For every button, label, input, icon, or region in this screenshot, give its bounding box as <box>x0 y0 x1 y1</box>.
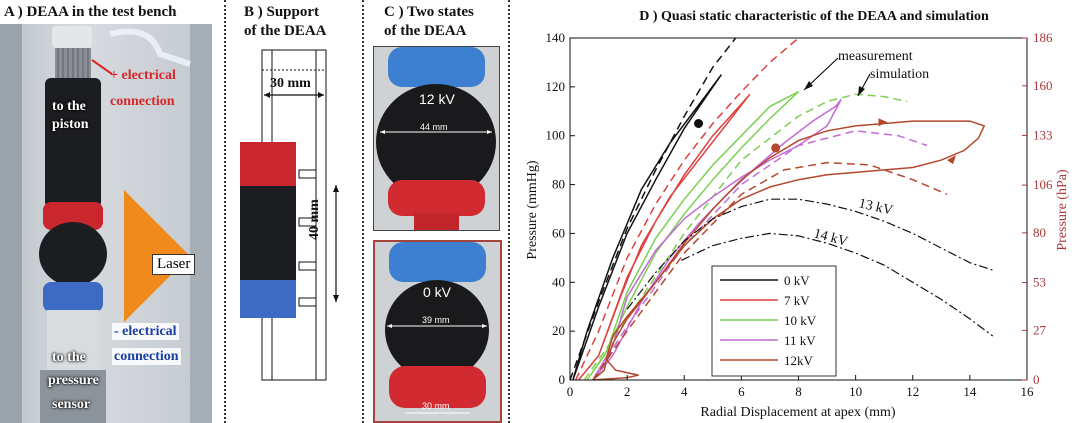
series-0kv-simulation <box>569 37 737 381</box>
kv14-annotation: 14 kV <box>812 226 849 249</box>
support-width-label: 30 mm <box>270 76 311 91</box>
measurement-annotation: measurement <box>838 49 913 64</box>
chart-legend: 0 kV 7 kV 10 kV 11 kV 12kV <box>711 265 837 377</box>
deaa-12kv-photo <box>373 46 500 231</box>
data-point <box>694 119 704 128</box>
x-tick-label: 16 <box>1021 384 1035 399</box>
y-right-tick-label: 160 <box>1033 78 1053 93</box>
deaa-0kv-photo <box>373 240 502 423</box>
y-tick-label: 40 <box>552 274 565 289</box>
y-tick-label: 0 <box>559 372 566 387</box>
y-right-tick-label: 27 <box>1033 322 1047 337</box>
series-12kv-measurement <box>592 120 986 381</box>
laser-label: Laser <box>152 254 196 275</box>
series-12kv-simulation <box>592 161 948 381</box>
sensor-label: sensor <box>52 397 91 412</box>
series-7kv-simulation <box>575 37 799 381</box>
panel-b-title-1: B ) Support <box>244 4 320 20</box>
y-right-tick-label: 186 <box>1033 30 1053 45</box>
test-bench-illustration <box>0 24 212 423</box>
legend-label: 11 kV <box>784 333 816 348</box>
x-axis-label: Radial Displacement at apex (mm) <box>700 405 895 420</box>
separator-a-b <box>224 0 226 423</box>
y-axis-right-label: Pressure (hPa) <box>1055 169 1070 251</box>
x-tick-label: 0 <box>567 384 574 399</box>
series-10kv-measurement <box>586 91 800 381</box>
legend-label: 12kV <box>784 353 814 368</box>
series-11kv-simulation <box>592 130 928 381</box>
y-tick-label: 120 <box>546 79 566 94</box>
x-tick-label: 14 <box>963 384 977 399</box>
panel-c-title-1: C ) Two states <box>384 4 474 20</box>
series-7kv-measurement <box>578 93 751 381</box>
top-diameter-label: 44 mm <box>420 122 448 132</box>
support-height-label: 40 mm <box>307 199 322 240</box>
series-14kv-static <box>681 232 994 337</box>
y-right-tick-label: 133 <box>1033 127 1053 142</box>
y-tick-label: 60 <box>552 225 565 240</box>
bottom-base-label: 30 mm <box>422 401 450 411</box>
y-tick-label: 80 <box>552 177 565 192</box>
y-tick-label: 20 <box>552 323 565 338</box>
plus-connection-label: connection <box>110 94 175 109</box>
measurement-arrow-head <box>804 81 813 90</box>
x-tick-label: 4 <box>681 384 688 399</box>
series-0kv-measurement <box>572 74 723 381</box>
to-the-pressure-label-1: to the <box>52 350 86 365</box>
legend-label: 0 kV <box>784 273 810 288</box>
chart-title: D ) Quasi static characteristic of the D… <box>639 9 989 24</box>
y-right-tick-label: 106 <box>1033 177 1053 192</box>
y-right-tick-label: 53 <box>1033 275 1046 290</box>
legend-label: 7 kV <box>784 293 810 308</box>
y-right-tick-label: 0 <box>1033 372 1040 387</box>
to-the-piston-label-1: to the <box>52 99 86 114</box>
y-tick-label: 100 <box>546 128 566 143</box>
legend-label: 10 kV <box>784 313 817 328</box>
bottom-diameter-label: 39 mm <box>422 315 450 325</box>
to-the-piston-label-2: piston <box>52 117 89 132</box>
simulation-arrow-head <box>858 86 865 96</box>
data-point <box>771 143 781 153</box>
x-tick-label: 2 <box>624 384 631 399</box>
x-tick-label: 12 <box>906 384 919 399</box>
separator-b-c <box>362 0 364 423</box>
y-tick-label: 140 <box>546 30 566 45</box>
top-voltage-label: 12 kV <box>419 91 455 107</box>
loop-arrow-lower <box>947 155 957 165</box>
plus-electrical-label: + electrical <box>110 68 176 83</box>
series-13kv-static <box>626 198 993 310</box>
x-tick-label: 6 <box>738 384 745 399</box>
panel-b-title-2: of the DEAA <box>244 23 327 39</box>
bottom-voltage-label: 0 kV <box>423 284 452 300</box>
kv13-annotation: 13 kV <box>857 196 894 218</box>
to-the-pressure-label-2: pressure <box>48 373 99 388</box>
separator-c-d <box>508 0 510 423</box>
simulation-annotation: simulation <box>870 67 929 82</box>
deaa-test-bench-photo <box>0 24 212 423</box>
quasi-static-chart: D ) Quasi static characteristic of the D… <box>525 9 1070 420</box>
minus-connection-label: connection <box>112 348 181 365</box>
minus-electrical-label: - electrical <box>112 323 179 340</box>
loop-arrow-upper <box>878 118 888 127</box>
series-10kv-simulation <box>583 93 908 381</box>
x-tick-label: 10 <box>849 384 862 399</box>
y-right-tick-label: 80 <box>1033 225 1046 240</box>
panel-c-title-2: of the DEAA <box>384 23 467 39</box>
y-axis-label: Pressure (mmHg) <box>525 160 540 259</box>
x-tick-label: 8 <box>795 384 802 399</box>
support-drawing <box>240 49 339 381</box>
panel-a-title: A ) DEAA in the test bench <box>4 4 177 20</box>
